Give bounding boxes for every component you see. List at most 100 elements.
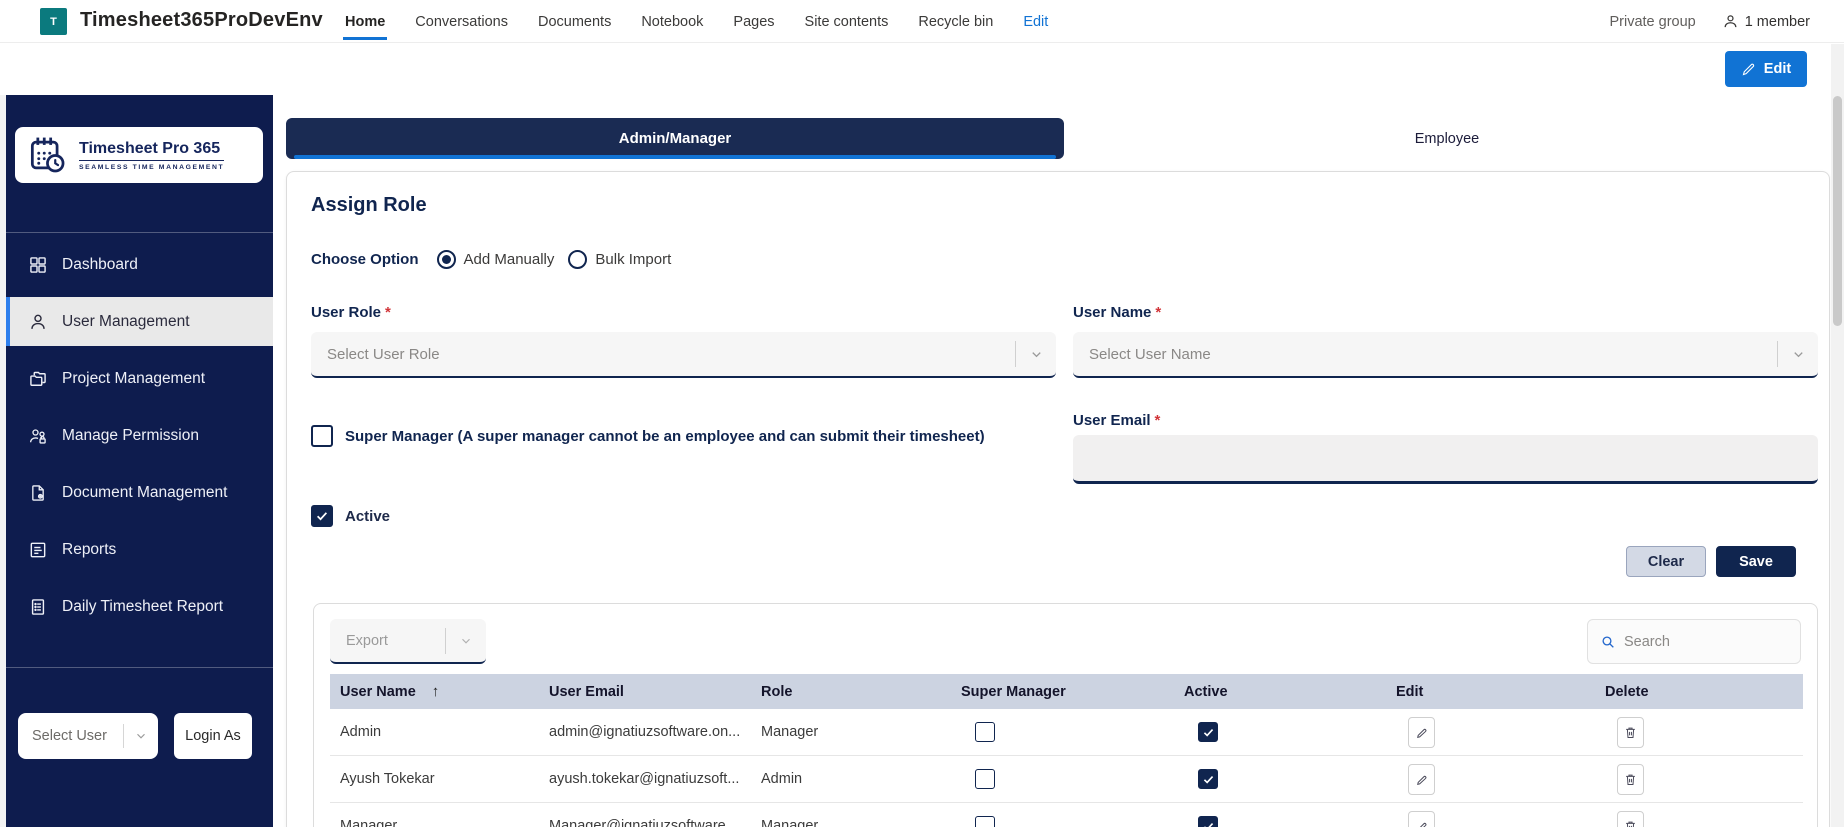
required-asterisk: * — [1154, 412, 1161, 429]
sidebar-item-manage-permission[interactable]: Manage Permission — [6, 411, 273, 460]
radio-bulk-import[interactable]: Bulk Import — [568, 250, 671, 269]
pencil-icon — [1741, 62, 1756, 77]
user-name-label: User Name * — [1073, 304, 1162, 321]
export-dropdown[interactable]: Export — [330, 619, 486, 664]
super-manager-checkbox[interactable] — [311, 425, 333, 447]
tab-employee[interactable]: Employee — [1064, 118, 1830, 159]
column-header-user-email[interactable]: User Email — [549, 683, 624, 700]
folders-icon — [28, 369, 48, 389]
cell-user-name: Admin — [340, 724, 382, 740]
nav-conversations[interactable]: Conversations — [415, 13, 508, 30]
site-title[interactable]: Timesheet365ProDevEnv — [80, 9, 323, 31]
vertical-scrollbar[interactable] — [1831, 44, 1844, 827]
chevron-down-icon — [124, 729, 158, 743]
report-chart-icon — [28, 540, 48, 560]
save-button[interactable]: Save — [1716, 546, 1796, 577]
table-header-row: User Name ↑ User Email Role Super Manage… — [330, 674, 1803, 709]
sidebar-item-project-management[interactable]: Project Management — [6, 354, 273, 403]
delete-row-button[interactable] — [1617, 763, 1644, 795]
user-email-label: User Email * — [1073, 412, 1161, 429]
row-super-manager-checkbox[interactable] — [975, 722, 995, 742]
row-active-checkbox[interactable] — [1198, 722, 1218, 742]
nav-home[interactable]: Home — [342, 0, 388, 43]
sidebar-item-label: Manage Permission — [62, 426, 199, 444]
private-group-label: Private group — [1609, 13, 1696, 30]
edit-page-button[interactable]: Edit — [1725, 51, 1807, 87]
radio-unselected-icon — [568, 250, 588, 269]
table-search[interactable] — [1587, 619, 1811, 664]
dropdown-divider — [1777, 341, 1778, 367]
chevron-down-icon — [446, 634, 486, 648]
clear-button[interactable]: Clear — [1626, 546, 1706, 577]
nav-pages[interactable]: Pages — [733, 13, 775, 30]
cell-user-email: ayush.tokekar@ignatiuzsoft... — [549, 771, 740, 787]
cell-user-name: Ayush Tokekar — [340, 771, 435, 787]
app-logo-card: Timesheet Pro 365 SEAMLESS TIME MANAGEME… — [15, 127, 263, 183]
sidebar-item-reports[interactable]: Reports — [6, 525, 273, 574]
column-header-super-manager[interactable]: Super Manager — [961, 683, 1066, 700]
search-input[interactable] — [1624, 633, 1811, 650]
calendar-clock-icon — [25, 133, 69, 177]
user-email-field[interactable] — [1073, 435, 1818, 484]
app-logo-text: Timesheet Pro 365 SEAMLESS TIME MANAGEME… — [79, 139, 225, 171]
dropdown-divider — [1015, 341, 1016, 367]
nav-notebook[interactable]: Notebook — [641, 13, 704, 30]
radio-selected-icon — [436, 250, 456, 269]
form-actions: Clear Save — [1626, 546, 1796, 577]
login-as-button[interactable]: Login As — [174, 713, 252, 759]
site-logo[interactable]: T — [40, 8, 67, 35]
column-header-delete: Delete — [1605, 683, 1649, 700]
main-content: Admin/Manager Employee Assign Role Choos… — [273, 95, 1844, 827]
sidebar-item-label: Reports — [62, 540, 117, 558]
delete-row-button[interactable] — [1617, 716, 1644, 748]
column-header-role[interactable]: Role — [761, 683, 793, 700]
edit-row-button[interactable] — [1408, 810, 1435, 827]
dropdown-divider — [445, 627, 446, 654]
clipboard-list-icon — [28, 597, 48, 617]
select-user-dropdown[interactable]: Select User — [18, 713, 158, 759]
column-header-active[interactable]: Active — [1184, 683, 1228, 700]
users-table-card: Export User Name — [313, 603, 1818, 827]
nav-edit[interactable]: Edit — [1023, 13, 1049, 30]
column-header-edit: Edit — [1396, 683, 1424, 700]
sidebar-item-daily-timesheet-report[interactable]: Daily Timesheet Report — [6, 582, 273, 631]
cell-role: Admin — [761, 771, 803, 787]
sidebar-item-dashboard[interactable]: Dashboard — [6, 240, 273, 289]
delete-row-button[interactable] — [1617, 810, 1644, 827]
nav-site-contents[interactable]: Site contents — [804, 13, 889, 30]
top-navigation: Home Conversations Documents Notebook Pa… — [342, 0, 1049, 43]
row-super-manager-checkbox[interactable] — [975, 816, 995, 827]
cell-user-name: Manager — [340, 818, 398, 827]
radio-add-manually[interactable]: Add Manually — [436, 250, 554, 269]
required-asterisk: * — [1155, 304, 1162, 321]
scrollbar-thumb[interactable] — [1833, 96, 1842, 326]
cell-role: Manager — [761, 724, 819, 740]
members-button[interactable]: 1 member — [1722, 13, 1810, 30]
page-title: Assign Role — [311, 194, 427, 216]
document-gear-icon — [28, 483, 48, 503]
row-super-manager-checkbox[interactable] — [975, 769, 995, 789]
edit-row-button[interactable] — [1408, 763, 1435, 795]
nav-documents[interactable]: Documents — [537, 13, 612, 30]
user-role-select[interactable]: Select User Role — [311, 332, 1056, 378]
column-header-user-name[interactable]: User Name ↑ — [340, 683, 440, 700]
user-name-select[interactable]: Select User Name — [1073, 332, 1818, 378]
sort-ascending-icon[interactable]: ↑ — [431, 683, 440, 700]
active-checkbox[interactable] — [311, 505, 333, 527]
tab-admin-manager[interactable]: Admin/Manager — [286, 118, 1064, 159]
row-active-checkbox[interactable] — [1198, 816, 1218, 827]
suite-header-right: Private group 1 member — [1609, 0, 1810, 43]
row-active-checkbox[interactable] — [1198, 769, 1218, 789]
sidebar-item-document-management[interactable]: Document Management — [6, 468, 273, 517]
table-row: Manager Manager@ignatiuzsoftware... Mana… — [330, 803, 1803, 827]
nav-recycle-bin[interactable]: Recycle bin — [918, 13, 994, 30]
search-icon — [1600, 634, 1616, 650]
edit-row-button[interactable] — [1408, 716, 1435, 748]
sidebar-item-user-management[interactable]: User Management — [6, 297, 273, 346]
cell-role: Manager — [761, 818, 819, 827]
dashboard-icon — [28, 255, 48, 275]
sidebar-footer-divider — [6, 667, 273, 668]
required-asterisk: * — [385, 304, 391, 321]
user-icon — [28, 312, 48, 332]
